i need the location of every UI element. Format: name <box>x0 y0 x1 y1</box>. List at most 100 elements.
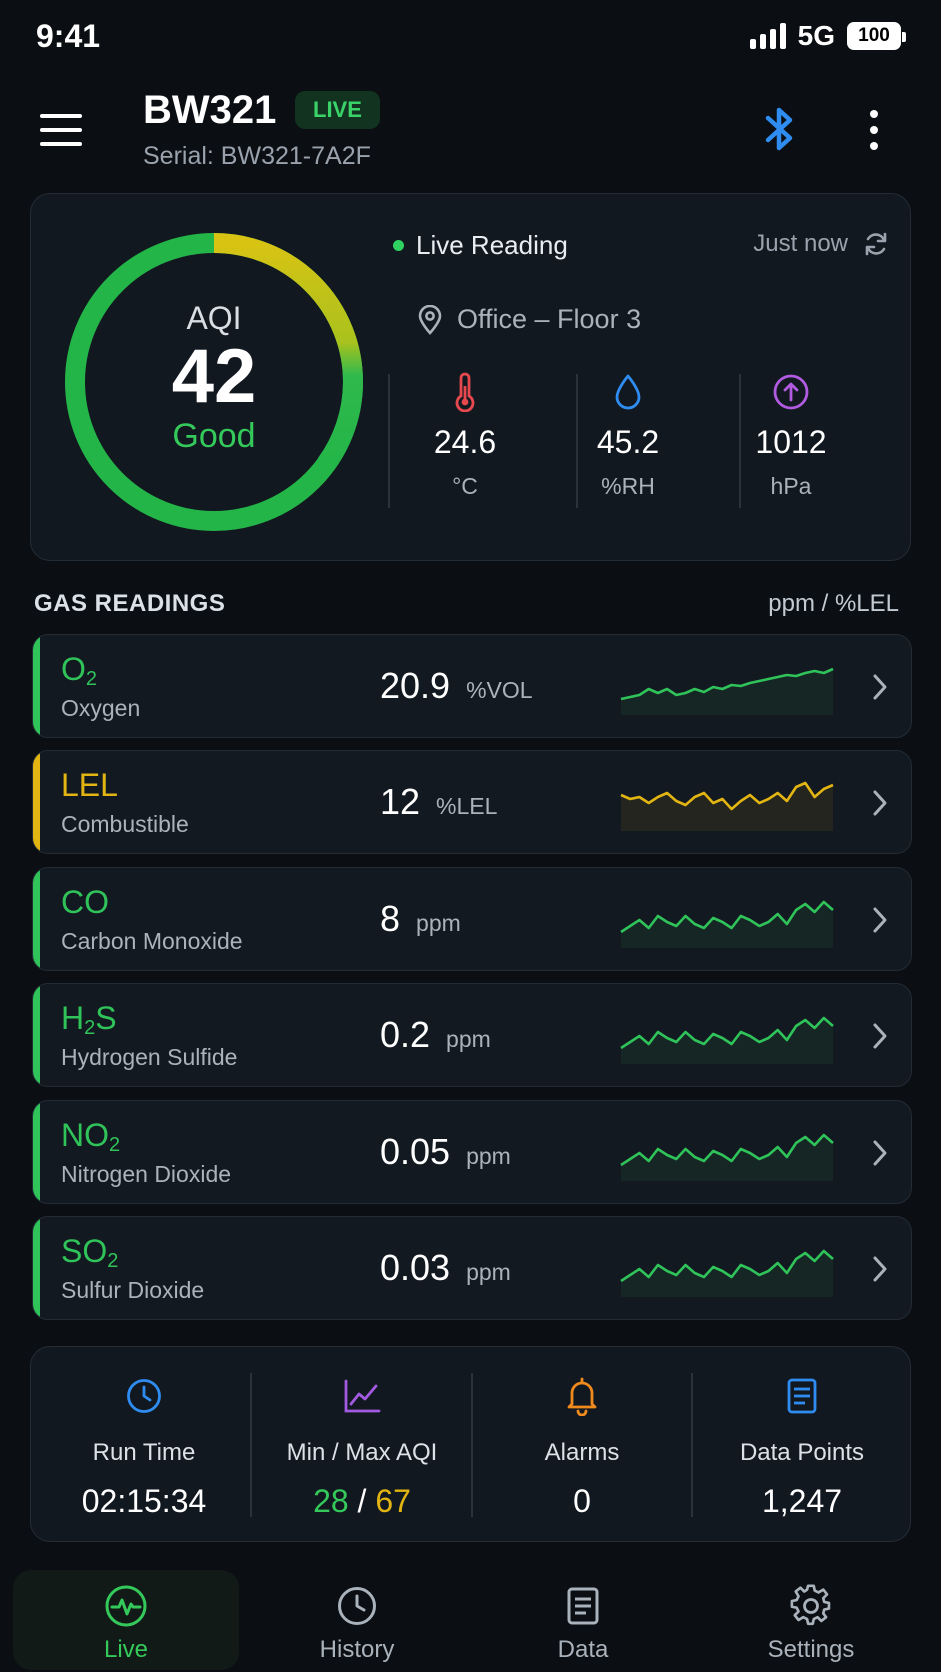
gas-symbol: NO2 <box>61 1117 120 1157</box>
temperature-unit: °C <box>452 473 478 499</box>
aqi-readout: AQI 42 Good <box>64 232 364 532</box>
network-type: 5G <box>797 20 835 51</box>
nav-history-label: History <box>319 1636 395 1663</box>
gas-symbol-tail: S <box>95 1000 117 1036</box>
bottom-nav: Live History Data Settings <box>0 1560 941 1672</box>
chevron-right-icon[interactable] <box>871 1253 889 1285</box>
min-max-aqi-stat: Min / Max AQI 28 / 67 <box>252 1347 472 1543</box>
sparkline-line <box>620 667 834 701</box>
gas-reading: 20.9 %VOL <box>380 665 533 707</box>
max-aqi-value: 67 <box>375 1483 411 1519</box>
gas-symbol: H2S <box>61 1000 117 1040</box>
chevron-right-icon[interactable] <box>871 904 889 936</box>
chevron-right-icon[interactable] <box>871 787 889 819</box>
gas-unit: ppm <box>466 1143 511 1169</box>
gas-symbol-main: O <box>61 651 86 687</box>
gas-symbol: CO <box>61 884 109 921</box>
gas-value: 12 <box>380 781 421 822</box>
menu-icon[interactable] <box>40 114 82 146</box>
divider <box>388 374 390 508</box>
gas-unit: %VOL <box>466 677 533 703</box>
temperature-value: 24.6 <box>433 424 497 460</box>
battery-level: 100 <box>858 25 890 46</box>
live-reading-indicator: Live Reading <box>393 230 568 261</box>
document-icon <box>567 1587 599 1625</box>
more-vertical-icon[interactable] <box>864 110 884 150</box>
gas-symbol-main: H <box>61 1000 85 1036</box>
device-title: BW321 <box>143 88 277 132</box>
chevron-right-icon[interactable] <box>871 1137 889 1169</box>
min-max-aqi-value: 28 / 67 <box>313 1483 411 1520</box>
sparkline-line <box>620 1016 834 1050</box>
chevron-right-icon[interactable] <box>871 671 889 703</box>
live-dot-icon <box>393 240 404 251</box>
gas-row[interactable]: LEL Combustible 12 %LEL <box>32 750 912 854</box>
nav-settings[interactable]: Settings <box>698 1570 924 1670</box>
divider <box>250 1373 252 1517</box>
gas-sparkline <box>620 1133 834 1181</box>
data-points-stat: Data Points 1,247 <box>692 1347 912 1543</box>
pressure-unit: hPa <box>770 473 812 499</box>
status-right: 5G 100 <box>749 20 906 52</box>
status-stripe <box>33 1101 40 1203</box>
gas-value: 0.03 <box>380 1247 451 1288</box>
sparkline-line <box>620 900 834 934</box>
bell-icon <box>567 1377 597 1416</box>
gas-row[interactable]: CO Carbon Monoxide 8 ppm <box>32 867 912 971</box>
pressure-reading: 1012 hPa <box>711 370 871 508</box>
gas-symbol: LEL <box>61 767 118 804</box>
divider <box>691 1373 693 1517</box>
line-chart-icon <box>344 1379 381 1413</box>
status-stripe <box>33 984 40 1086</box>
live-reading-label: Live Reading <box>416 230 568 260</box>
droplet-icon <box>615 374 641 410</box>
divider <box>471 1373 473 1517</box>
gas-name: Nitrogen Dioxide <box>61 1161 232 1187</box>
alarms-label: Alarms <box>544 1439 620 1466</box>
gas-symbol-subscript: 2 <box>84 1017 96 1039</box>
nav-data[interactable]: Data <box>470 1570 696 1670</box>
signal-icon <box>749 23 786 49</box>
gas-symbol-subscript: 2 <box>85 668 98 690</box>
gas-value: 0.2 <box>380 1014 431 1055</box>
gas-sparkline <box>620 781 834 831</box>
aqi-status: Good <box>172 416 256 455</box>
gas-value: 20.9 <box>380 665 451 706</box>
gas-sparkline <box>620 667 834 715</box>
status-time: 9:41 <box>36 18 101 54</box>
bluetooth-icon[interactable] <box>760 104 800 154</box>
aqi-gauge <box>65 233 364 531</box>
document-icon <box>787 1378 817 1414</box>
nav-settings-label: Settings <box>767 1636 855 1663</box>
gas-reading: 8 ppm <box>380 898 461 940</box>
clock-icon <box>338 1587 376 1625</box>
data-points-label: Data Points <box>739 1439 865 1466</box>
gas-name: Oxygen <box>61 695 141 721</box>
humidity-value: 45.2 <box>596 424 660 460</box>
gas-row[interactable]: SO2 Sulfur Dioxide 0.03 ppm <box>32 1216 912 1320</box>
sparkline-area <box>621 669 833 715</box>
run-time-label: Run Time <box>92 1439 196 1466</box>
gas-row[interactable]: NO2 Nitrogen Dioxide 0.05 ppm <box>32 1100 912 1204</box>
gas-symbol-main: NO <box>61 1117 109 1153</box>
gas-symbol: SO2 <box>61 1233 118 1273</box>
gas-name: Carbon Monoxide <box>61 928 243 954</box>
chevron-right-icon[interactable] <box>871 1020 889 1052</box>
gas-value: 0.05 <box>380 1131 451 1172</box>
refresh-icon[interactable] <box>862 230 890 258</box>
min-max-aqi-label: Min / Max AQI <box>286 1439 438 1466</box>
gas-sparkline <box>620 1016 834 1064</box>
gas-reading: 0.05 ppm <box>380 1131 511 1173</box>
status-stripe <box>33 635 40 737</box>
humidity-reading: 45.2 %RH <box>548 370 708 508</box>
nav-history[interactable]: History <box>244 1570 470 1670</box>
status-stripe <box>33 868 40 970</box>
nav-live[interactable]: Live <box>13 1570 239 1670</box>
run-time-value: 02:15:34 <box>81 1483 207 1519</box>
app-header: BW321 LIVE Serial: BW321-7A2F <box>0 80 941 180</box>
gas-row[interactable]: O2 Oxygen 20.9 %VOL <box>32 634 912 738</box>
device-serial: Serial: BW321-7A2F <box>143 142 371 170</box>
gas-row[interactable]: H2S Hydrogen Sulfide 0.2 ppm <box>32 983 912 1087</box>
status-stripe <box>33 1217 40 1319</box>
battery-icon: 100 <box>847 22 906 50</box>
